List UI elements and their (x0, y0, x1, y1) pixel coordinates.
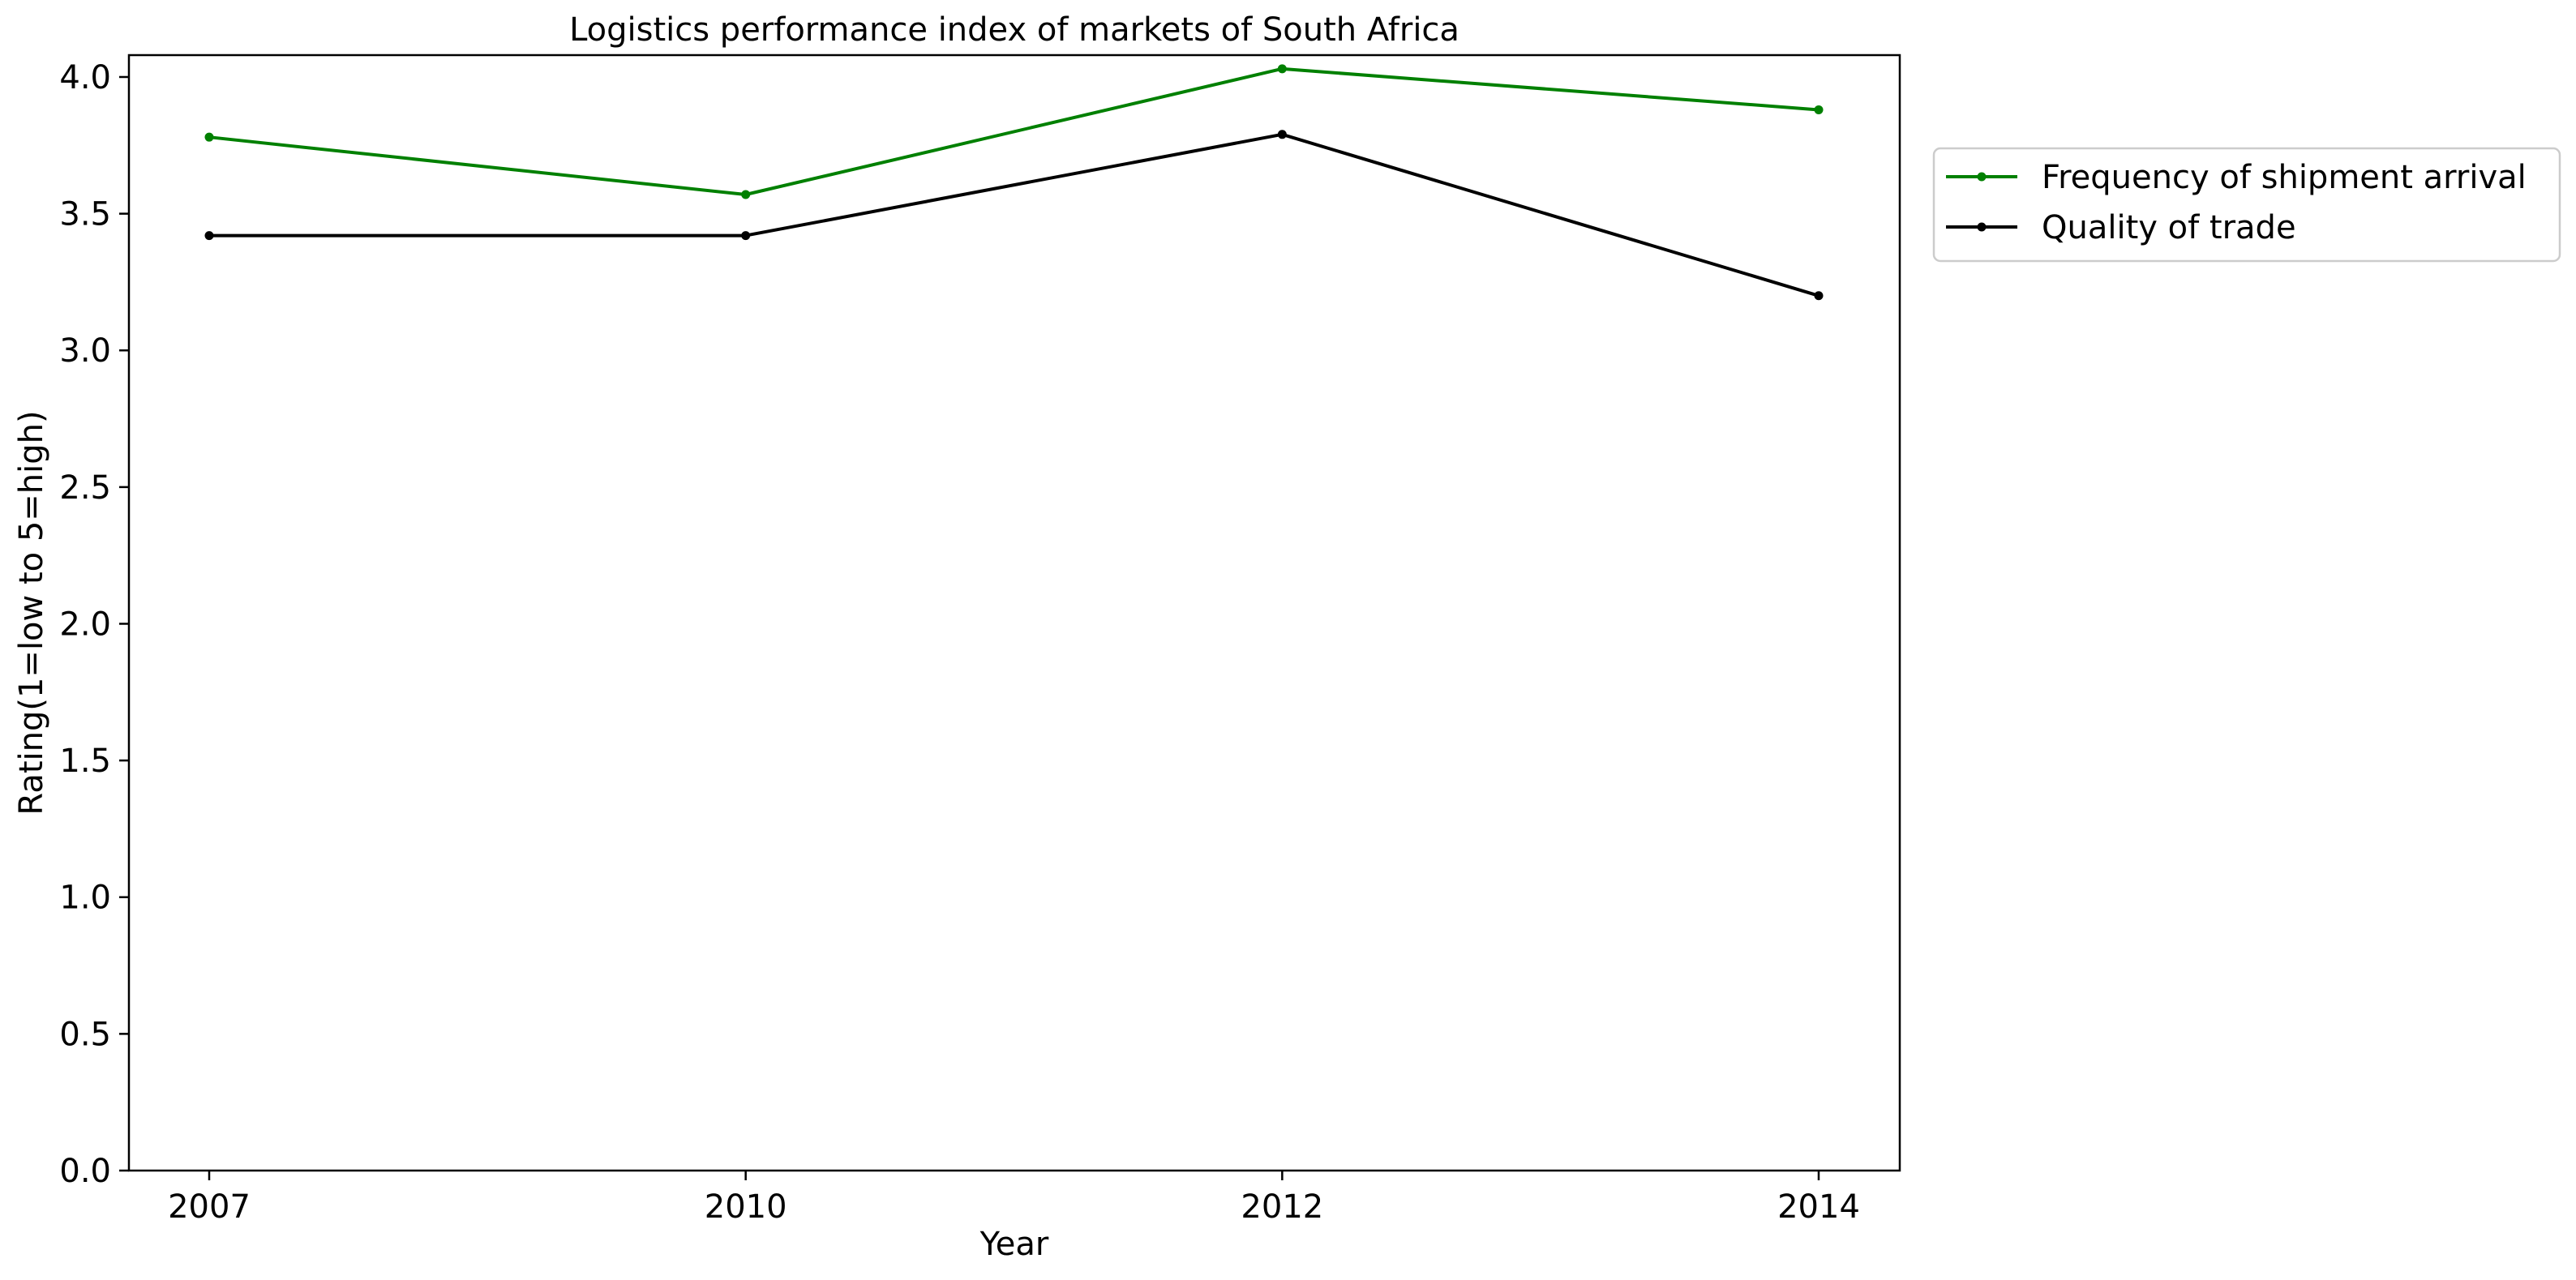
x-axis-label: Year (979, 1226, 1049, 1263)
y-tick-label: 0.5 (59, 1016, 111, 1053)
y-tick-label: 3.5 (59, 196, 111, 233)
legend-label: Frequency of shipment arrival (2042, 159, 2527, 196)
data-point (1277, 64, 1287, 74)
y-tick-label: 3.0 (59, 332, 111, 370)
plot-area (127, 54, 1901, 1172)
legend-box (1932, 147, 2561, 263)
y-axis-label: Rating(1=low to 5=high) (13, 410, 50, 815)
data-point (1814, 105, 1824, 114)
x-tick-label: 2012 (1241, 1188, 1323, 1226)
y-tick-label: 0.0 (59, 1153, 111, 1190)
data-point (741, 190, 751, 199)
legend: Frequency of shipment arrival Quality of … (1932, 147, 2561, 263)
y-tick-label: 2.0 (59, 606, 111, 643)
legend-marker (1977, 172, 1987, 182)
data-point (1814, 291, 1824, 301)
x-axis: 2007 2010 2012 2014 (168, 1171, 1860, 1226)
y-tick-label: 1.5 (59, 743, 111, 780)
data-point (741, 231, 751, 241)
y-tick-label: 4.0 (59, 59, 111, 96)
legend-marker (1977, 222, 1987, 232)
y-tick-label: 1.0 (59, 880, 111, 917)
series-layer (204, 64, 1824, 301)
series-line-1 (208, 66, 1819, 196)
y-tick-label: 2.5 (59, 469, 111, 507)
data-point (1277, 130, 1287, 139)
chart-title: Logistics performance index of markets o… (569, 11, 1459, 49)
x-tick-label: 2014 (1777, 1188, 1860, 1226)
x-tick-label: 2007 (168, 1188, 251, 1226)
series-line-2 (209, 132, 1819, 298)
data-point (204, 132, 214, 142)
x-tick-label: 2010 (705, 1188, 787, 1226)
legend-label: Quality of trade (2042, 209, 2296, 246)
data-point (204, 231, 214, 241)
y-axis: 0.0 0.5 1.0 1.5 2.0 2.5 3.0 3.5 4.0 (59, 59, 129, 1190)
